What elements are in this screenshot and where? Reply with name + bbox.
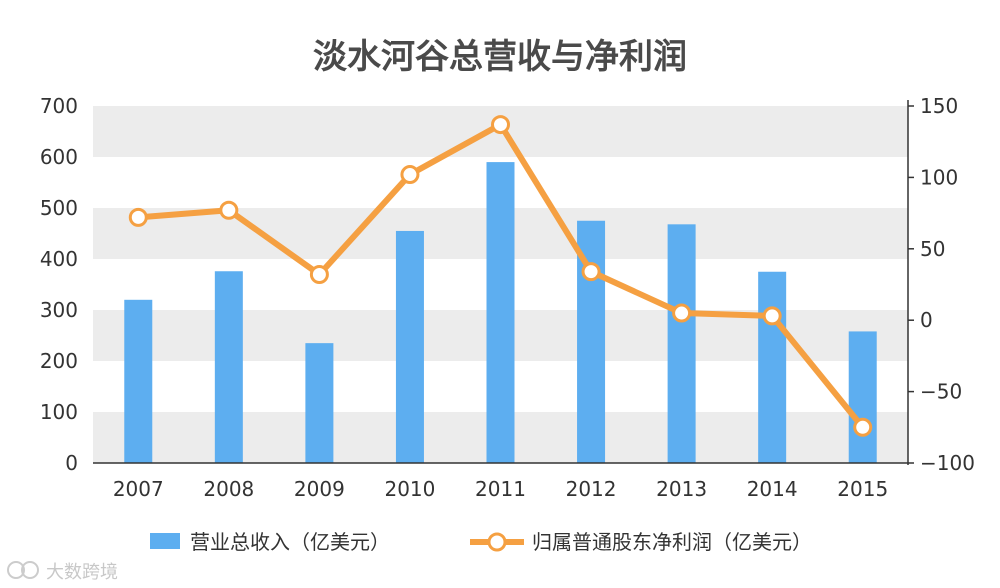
y-left-tick-label: 200 — [40, 349, 78, 373]
legend: 营业总收入（亿美元） 归属普通股东净利润（亿美元） — [150, 530, 812, 554]
x-tick-label: 2010 — [384, 477, 435, 501]
line-point — [762, 306, 782, 326]
line-point — [853, 417, 873, 437]
legend-label-bar: 营业总收入（亿美元） — [190, 530, 390, 554]
bar — [124, 299, 153, 463]
x-tick-label: 2007 — [113, 477, 164, 501]
x-tick-label: 2009 — [294, 477, 345, 501]
line-point — [491, 115, 510, 135]
x-axis: 2007 2008 2009 2010 2011 2012 2013 2014 2015 — [93, 462, 908, 501]
bar-series — [124, 162, 877, 463]
x-tick-label: 2011 — [475, 477, 526, 501]
legend-label-line: 归属普通股东净利润（亿美元） — [532, 530, 812, 554]
bar — [486, 162, 515, 463]
bar — [305, 343, 334, 463]
bar — [667, 224, 696, 463]
y-left-tick-label: 300 — [40, 298, 78, 322]
y-left-tick-label: 600 — [40, 145, 78, 169]
bar — [758, 271, 787, 463]
y-right-tick-label: 150 — [920, 94, 958, 118]
bar — [848, 331, 877, 463]
legend-swatch-bar — [150, 533, 180, 549]
line-point — [309, 265, 329, 285]
y-right-tick-label: 100 — [920, 165, 958, 189]
y-left-tick-label: 100 — [40, 400, 78, 424]
legend-swatch-marker — [487, 532, 507, 552]
x-tick-label: 2014 — [747, 477, 798, 501]
y-left-tick-label: 500 — [40, 196, 78, 220]
y-right-tick-label: 0 — [920, 308, 933, 332]
line-point — [672, 303, 692, 323]
line-point — [219, 200, 239, 220]
y-axis-left: 0 100 200 300 400 500 600 700 — [40, 94, 78, 475]
y-right-tick-label: −50 — [920, 380, 962, 404]
bar — [395, 230, 424, 463]
line-point — [400, 165, 420, 185]
line-series — [128, 115, 873, 437]
bar — [214, 271, 243, 463]
x-tick-label: 2008 — [203, 477, 254, 501]
watermark-logo-icon — [21, 561, 39, 579]
x-tick-label: 2015 — [837, 477, 888, 501]
line-point — [581, 262, 601, 282]
x-tick-label: 2012 — [566, 477, 617, 501]
watermark-text: 大数跨境 — [46, 562, 118, 583]
y-left-tick-label: 400 — [40, 247, 78, 271]
y-right-tick-label: −100 — [920, 451, 975, 475]
x-tick-label: 2013 — [656, 477, 707, 501]
y-right-tick-label: 50 — [920, 237, 945, 261]
y-left-tick-label: 700 — [40, 94, 78, 118]
y-axis-right: −100 −50 0 50 100 150 — [907, 94, 975, 475]
watermark-logo-icon — [7, 561, 25, 579]
y-left-tick-label: 0 — [65, 451, 78, 475]
watermark: 大数跨境 — [7, 561, 118, 583]
chart-title: 淡水河谷总营收与净利润 — [313, 37, 687, 77]
line-point — [128, 207, 148, 227]
